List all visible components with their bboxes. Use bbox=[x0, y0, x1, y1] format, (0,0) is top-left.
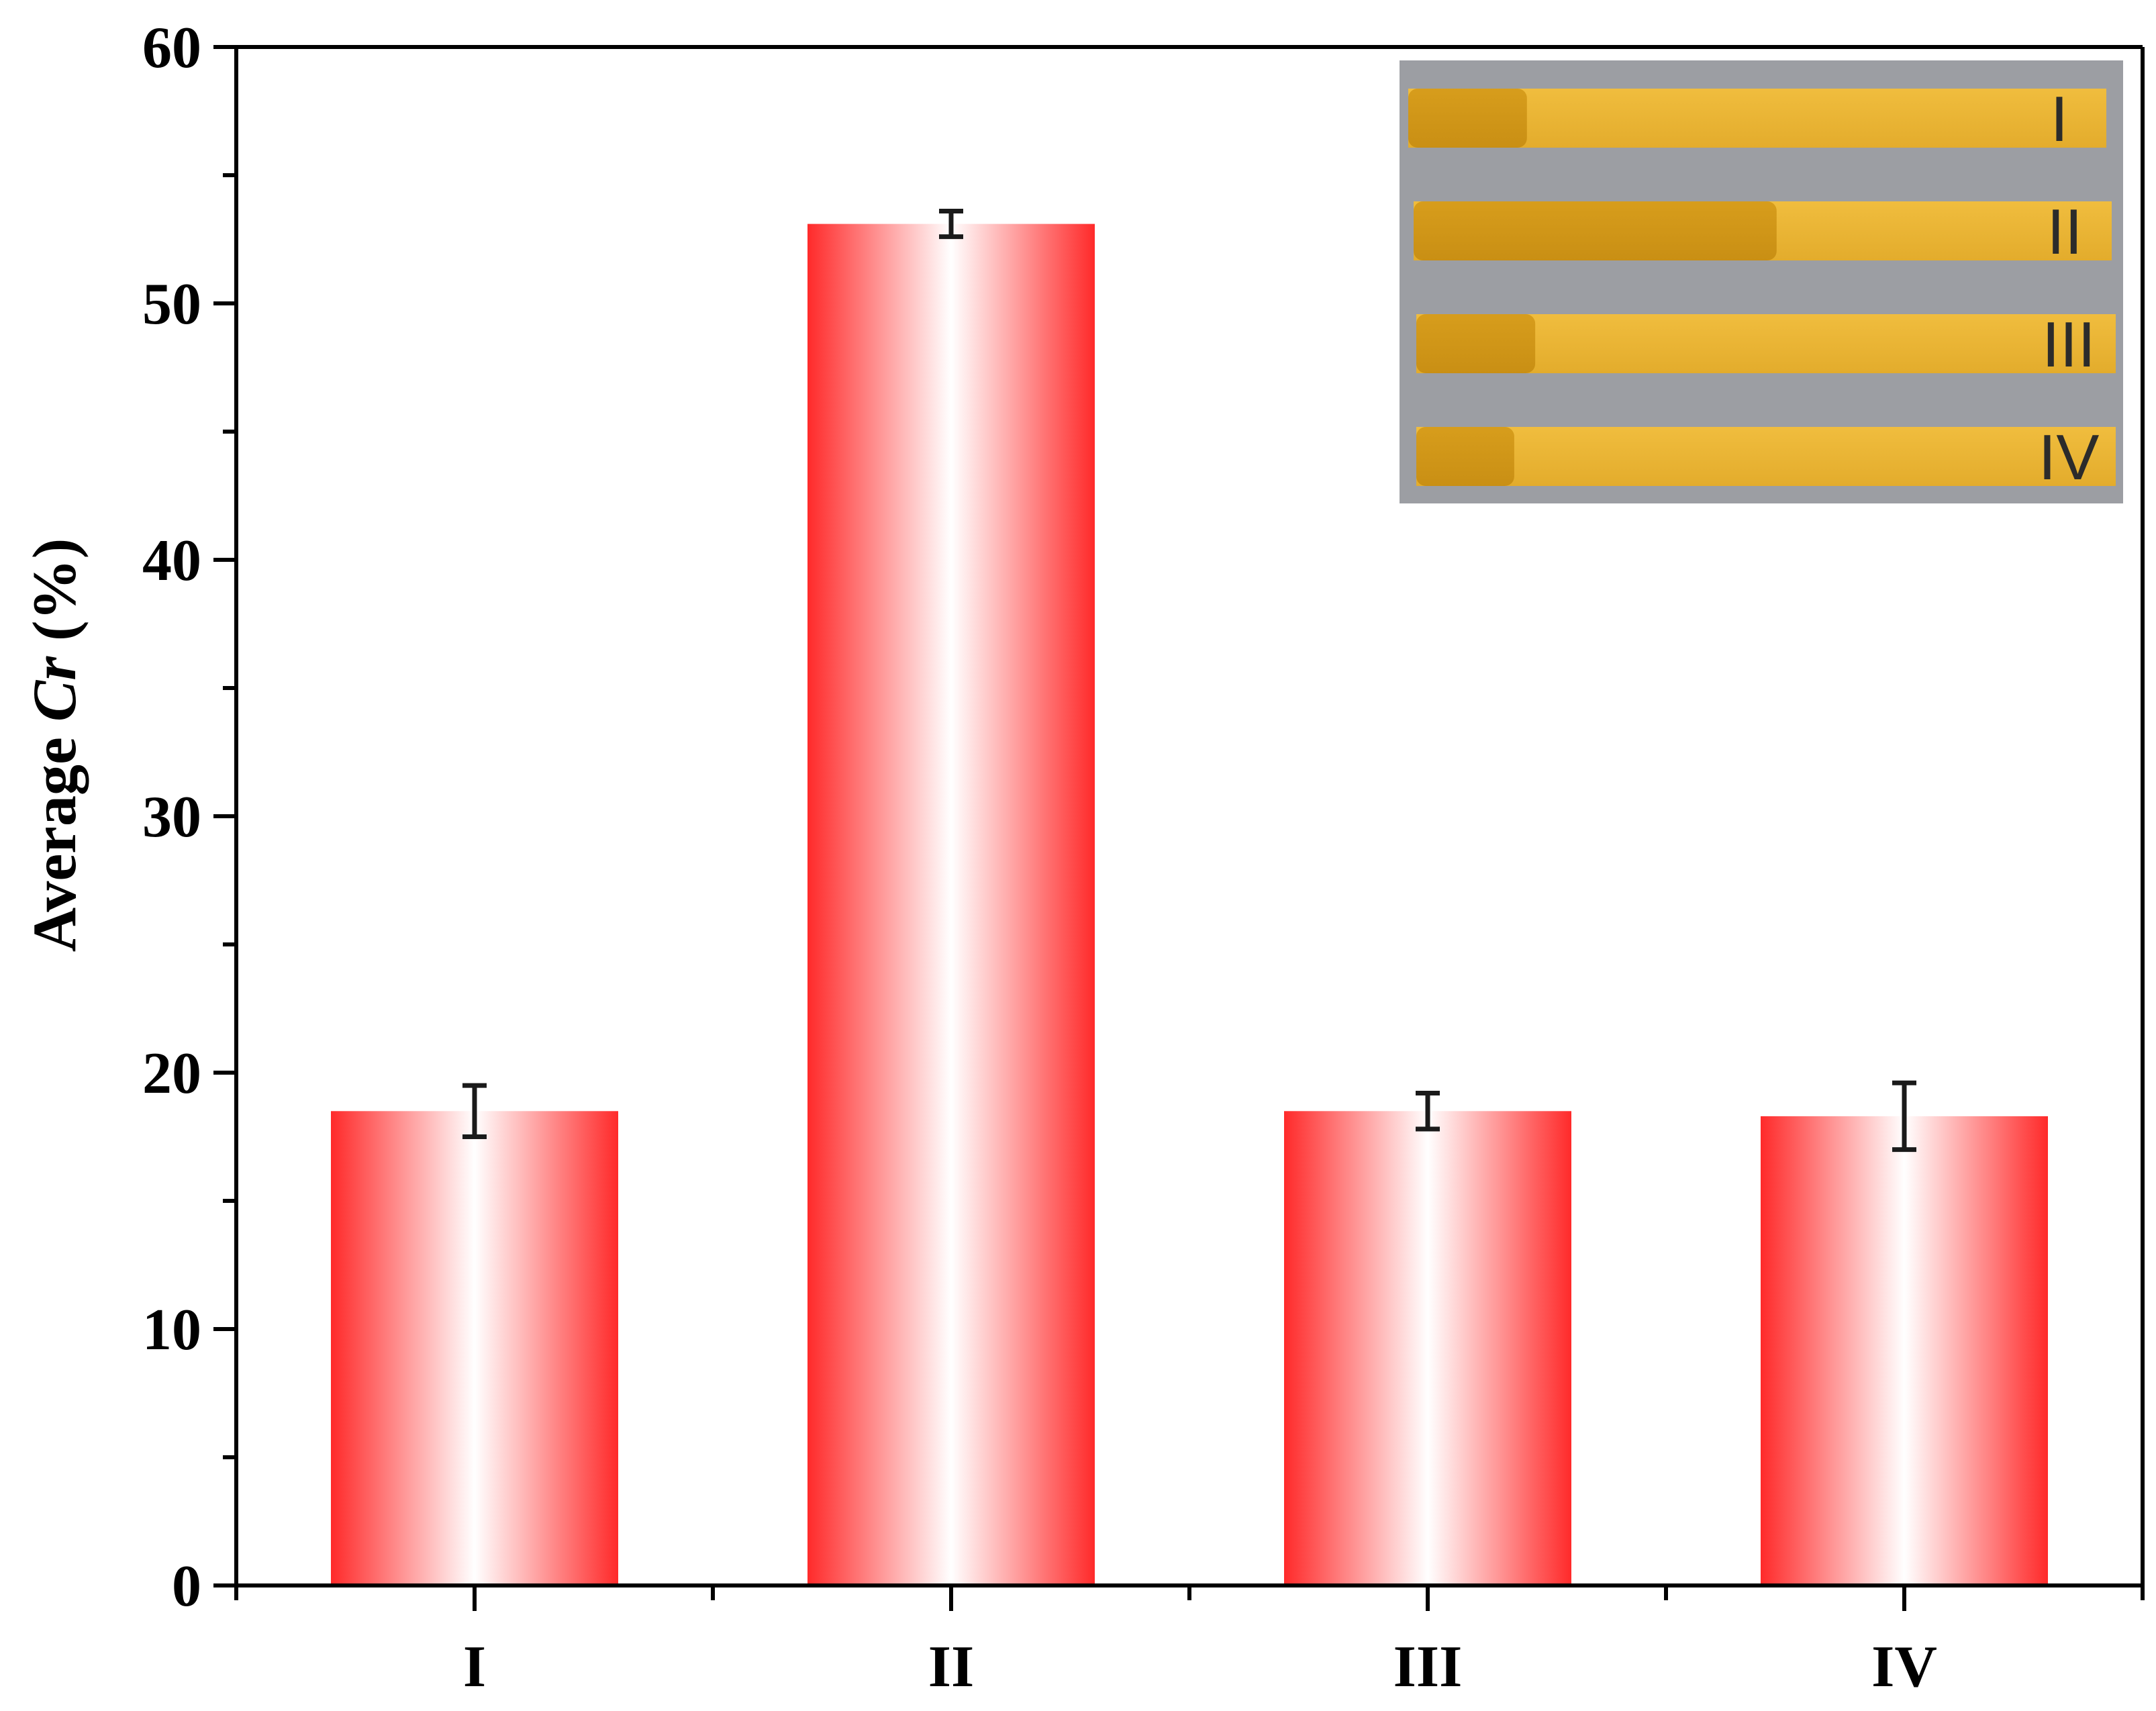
y-tick-label: 0 bbox=[172, 1554, 201, 1619]
inset-strip-I: I bbox=[1408, 83, 2106, 155]
error-bars-group bbox=[462, 208, 1916, 1153]
error-bar-IV bbox=[1892, 1080, 1916, 1153]
y-tick-label: 50 bbox=[142, 272, 201, 337]
y-tick-label: 40 bbox=[142, 528, 201, 593]
inset-strip-label: IV bbox=[2039, 422, 2100, 493]
inset-strip-label: II bbox=[2047, 196, 2082, 268]
bar-IV bbox=[1761, 1116, 2048, 1585]
y-tick-label: 30 bbox=[142, 785, 201, 850]
x-tick-label-III: III bbox=[1393, 1634, 1463, 1700]
error-bar-I bbox=[462, 1083, 487, 1139]
inset-strip-IV: IV bbox=[1416, 422, 2116, 493]
x-tick-label-II: II bbox=[928, 1634, 975, 1700]
y-tick-label: 20 bbox=[142, 1041, 201, 1106]
x-tick-label-I: I bbox=[463, 1634, 486, 1700]
bars-group bbox=[331, 224, 2048, 1586]
x-tick-label-IV: IV bbox=[1871, 1634, 1937, 1700]
strip-wet-region bbox=[1416, 427, 1514, 486]
bar-II bbox=[807, 224, 1095, 1586]
y-tick-label: 60 bbox=[142, 15, 201, 81]
bar-I bbox=[331, 1111, 618, 1585]
y-tick-label: 10 bbox=[142, 1298, 201, 1363]
inset-strip-II: II bbox=[1414, 196, 2112, 268]
bar-III bbox=[1284, 1111, 1571, 1585]
axes-group bbox=[213, 45, 2145, 1611]
y-axis-title-prefix: Average bbox=[20, 722, 89, 952]
strip-wet-region bbox=[1414, 201, 1777, 260]
inset-strip-III: III bbox=[1416, 309, 2116, 381]
strip-wet-region bbox=[1416, 314, 1536, 373]
inset-strip-label: III bbox=[2042, 309, 2096, 381]
strip-wet-region bbox=[1408, 89, 1527, 148]
error-bar-II bbox=[939, 208, 963, 240]
x-tick-labels: I II III IV bbox=[463, 1634, 1937, 1700]
y-axis-title-italic: Cr bbox=[20, 656, 89, 722]
y-axis-title: Average Cr (%) bbox=[20, 538, 89, 952]
y-axis-title-suffix: (%) bbox=[20, 538, 89, 656]
strip-dry-region bbox=[1416, 427, 2116, 486]
error-bar-III bbox=[1416, 1091, 1440, 1132]
y-tick-labels: 0 10 20 30 40 50 60 bbox=[142, 15, 201, 1619]
inset-strip-label: I bbox=[2051, 83, 2069, 155]
